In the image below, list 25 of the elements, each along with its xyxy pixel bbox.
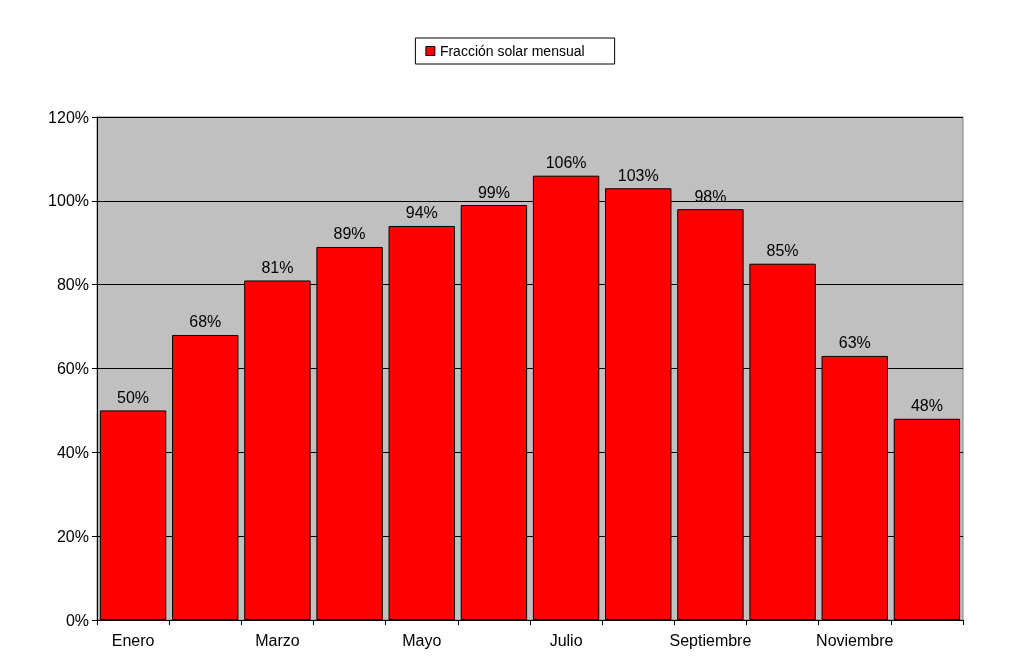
x-tick-label: Enero <box>111 631 155 649</box>
data-label: 94% <box>405 204 438 222</box>
y-tick-label: 20% <box>56 527 89 545</box>
data-label: 68% <box>189 313 222 331</box>
y-tick-label: 120% <box>48 108 89 126</box>
data-label: 85% <box>766 242 799 260</box>
data-label: 81% <box>261 258 294 276</box>
x-tick-label: Marzo <box>255 631 300 649</box>
data-label: 89% <box>333 225 366 243</box>
x-tick-label: Julio <box>549 631 583 649</box>
data-label: 50% <box>117 388 150 406</box>
legend-label: Fracción solar mensual <box>439 43 585 59</box>
y-tick-label: 80% <box>56 276 89 294</box>
data-label: 106% <box>545 154 587 172</box>
y-tick-label: 100% <box>48 192 89 210</box>
y-tick-label: 60% <box>56 360 89 377</box>
data-label: 103% <box>617 166 659 184</box>
data-label: 48% <box>910 397 943 415</box>
y-tick-label: 40% <box>56 443 89 461</box>
x-tick-label: Noviembre <box>816 631 894 649</box>
data-label: 63% <box>838 334 871 352</box>
data-label: 99% <box>477 183 510 201</box>
x-tick-label: Mayo <box>402 631 442 649</box>
x-tick-label: Septiembre <box>669 631 752 649</box>
y-tick-label: 0% <box>65 611 89 629</box>
